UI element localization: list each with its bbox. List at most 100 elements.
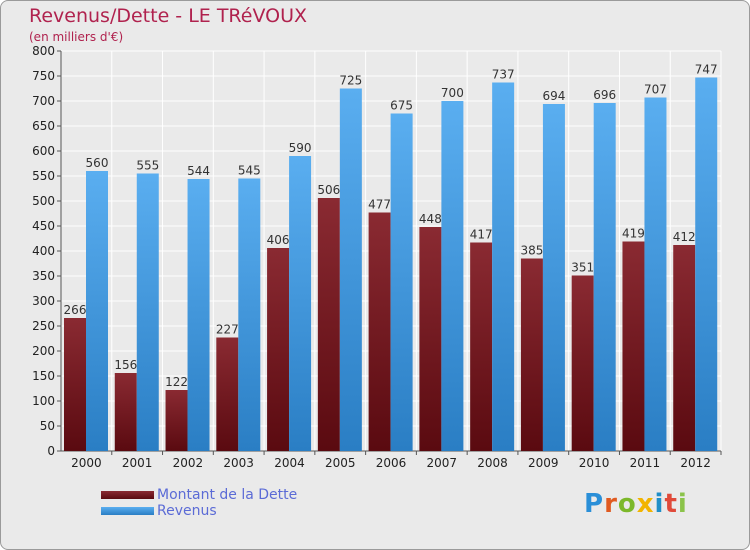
data-label: 560 xyxy=(86,156,109,170)
y-tick-label: 650 xyxy=(32,119,55,133)
y-tick-label: 550 xyxy=(32,169,55,183)
proxiti-logo: Proxiti xyxy=(584,489,688,519)
data-label: 694 xyxy=(542,89,565,103)
logo-letter: i xyxy=(654,489,665,519)
legend-label-revenus: Revenus xyxy=(157,503,217,519)
x-tick-label: 2007 xyxy=(426,456,457,470)
data-label: 747 xyxy=(695,63,718,77)
data-label: 506 xyxy=(317,183,340,197)
data-label: 590 xyxy=(289,141,312,155)
bar-dette xyxy=(216,337,239,451)
bar-revenus xyxy=(238,178,261,451)
chart-subtitle: (en milliers d'€) xyxy=(29,30,124,44)
bar-dette xyxy=(470,242,493,451)
bar-revenus xyxy=(136,173,159,451)
x-tick-label: 2001 xyxy=(122,456,153,470)
logo-letter: o xyxy=(617,489,637,519)
data-label: 700 xyxy=(441,86,464,100)
bar-dette xyxy=(368,212,391,451)
bar-revenus xyxy=(86,171,108,451)
bars xyxy=(64,77,718,451)
bar-dette xyxy=(520,258,543,451)
y-tick-label: 300 xyxy=(32,294,55,308)
bar-dette xyxy=(571,275,594,451)
data-label: 696 xyxy=(593,88,616,102)
y-tick-label: 700 xyxy=(32,94,55,108)
bar-revenus xyxy=(441,101,464,451)
data-label: 545 xyxy=(238,164,261,178)
data-label: 555 xyxy=(136,159,159,173)
x-tick-label: 2012 xyxy=(680,456,711,470)
data-label: 448 xyxy=(419,212,442,226)
legend-item-dette: Montant de la Dette xyxy=(101,487,297,503)
bar-revenus xyxy=(593,103,616,451)
y-tick-label: 600 xyxy=(32,144,55,158)
data-label: 406 xyxy=(267,233,290,247)
x-tick-label: 2006 xyxy=(376,456,407,470)
y-tick-label: 500 xyxy=(32,194,55,208)
y-tick-label: 0 xyxy=(47,444,55,458)
data-label: 544 xyxy=(187,164,210,178)
logo-letter: i xyxy=(677,489,688,519)
x-tick-label: 2010 xyxy=(579,456,610,470)
data-label: 417 xyxy=(470,228,493,242)
data-label: 737 xyxy=(492,68,515,82)
bar-dette xyxy=(622,241,645,451)
x-tick-label: 2005 xyxy=(325,456,356,470)
y-tick-label: 250 xyxy=(32,319,55,333)
y-tick-label: 800 xyxy=(32,44,55,58)
logo-letter: r xyxy=(604,489,618,519)
bar-dette xyxy=(267,248,290,451)
bar-dette xyxy=(165,390,188,451)
logo-letter: x xyxy=(636,489,655,519)
y-tick-label: 400 xyxy=(32,244,55,258)
y-tick-label: 150 xyxy=(32,369,55,383)
bar-revenus xyxy=(339,88,362,451)
data-label: 227 xyxy=(216,323,239,337)
bar-revenus xyxy=(187,179,210,451)
x-tick-label: 2003 xyxy=(223,456,254,470)
data-label: 351 xyxy=(571,261,594,275)
y-tick-label: 100 xyxy=(32,394,55,408)
x-tick-label: 2004 xyxy=(274,456,305,470)
data-label: 477 xyxy=(368,198,391,212)
bar-dette xyxy=(64,318,86,451)
y-tick-label: 200 xyxy=(32,344,55,358)
legend-label-dette: Montant de la Dette xyxy=(157,487,298,503)
data-label: 412 xyxy=(673,230,696,244)
data-label: 419 xyxy=(622,227,645,241)
data-label: 266 xyxy=(64,303,87,317)
data-label: 675 xyxy=(390,99,413,113)
bar-dette xyxy=(419,227,442,451)
x-tick-label: 2000 xyxy=(71,456,102,470)
y-tick-label: 450 xyxy=(32,219,55,233)
legend: Montant de la Dette Revenus xyxy=(101,487,297,519)
legend-swatch-dette xyxy=(101,491,154,499)
y-tick-label: 750 xyxy=(32,69,55,83)
data-label: 707 xyxy=(644,83,667,97)
bar-revenus xyxy=(695,77,718,451)
y-tick-label: 50 xyxy=(40,419,55,433)
bar-revenus xyxy=(644,97,667,451)
data-label: 725 xyxy=(339,74,362,88)
data-labels: 266 560 156 555 122 544 227 545 406 590 506 725 477 6… xyxy=(64,63,718,390)
x-tick-label: 2002 xyxy=(173,456,204,470)
y-tick-label: 350 xyxy=(32,269,55,283)
data-label: 385 xyxy=(520,244,543,258)
bar-revenus xyxy=(542,104,565,451)
bar-dette xyxy=(317,198,340,451)
axes: 0 50 100 150 200 250 300 350 400 450 500 550 600 650 7… xyxy=(32,44,722,470)
chart-title: Revenus/Dette - LE TRéVOUX xyxy=(29,5,308,27)
x-tick-label: 2011 xyxy=(630,456,661,470)
data-label: 122 xyxy=(165,375,188,389)
data-label: 156 xyxy=(114,358,137,372)
bar-dette xyxy=(673,245,696,451)
bar-dette xyxy=(114,373,137,451)
x-tick-label: 2008 xyxy=(477,456,508,470)
logo-letter: P xyxy=(584,489,605,519)
legend-item-revenus: Revenus xyxy=(101,503,297,519)
x-tick-label: 2009 xyxy=(528,456,559,470)
logo-letter: t xyxy=(664,489,678,519)
